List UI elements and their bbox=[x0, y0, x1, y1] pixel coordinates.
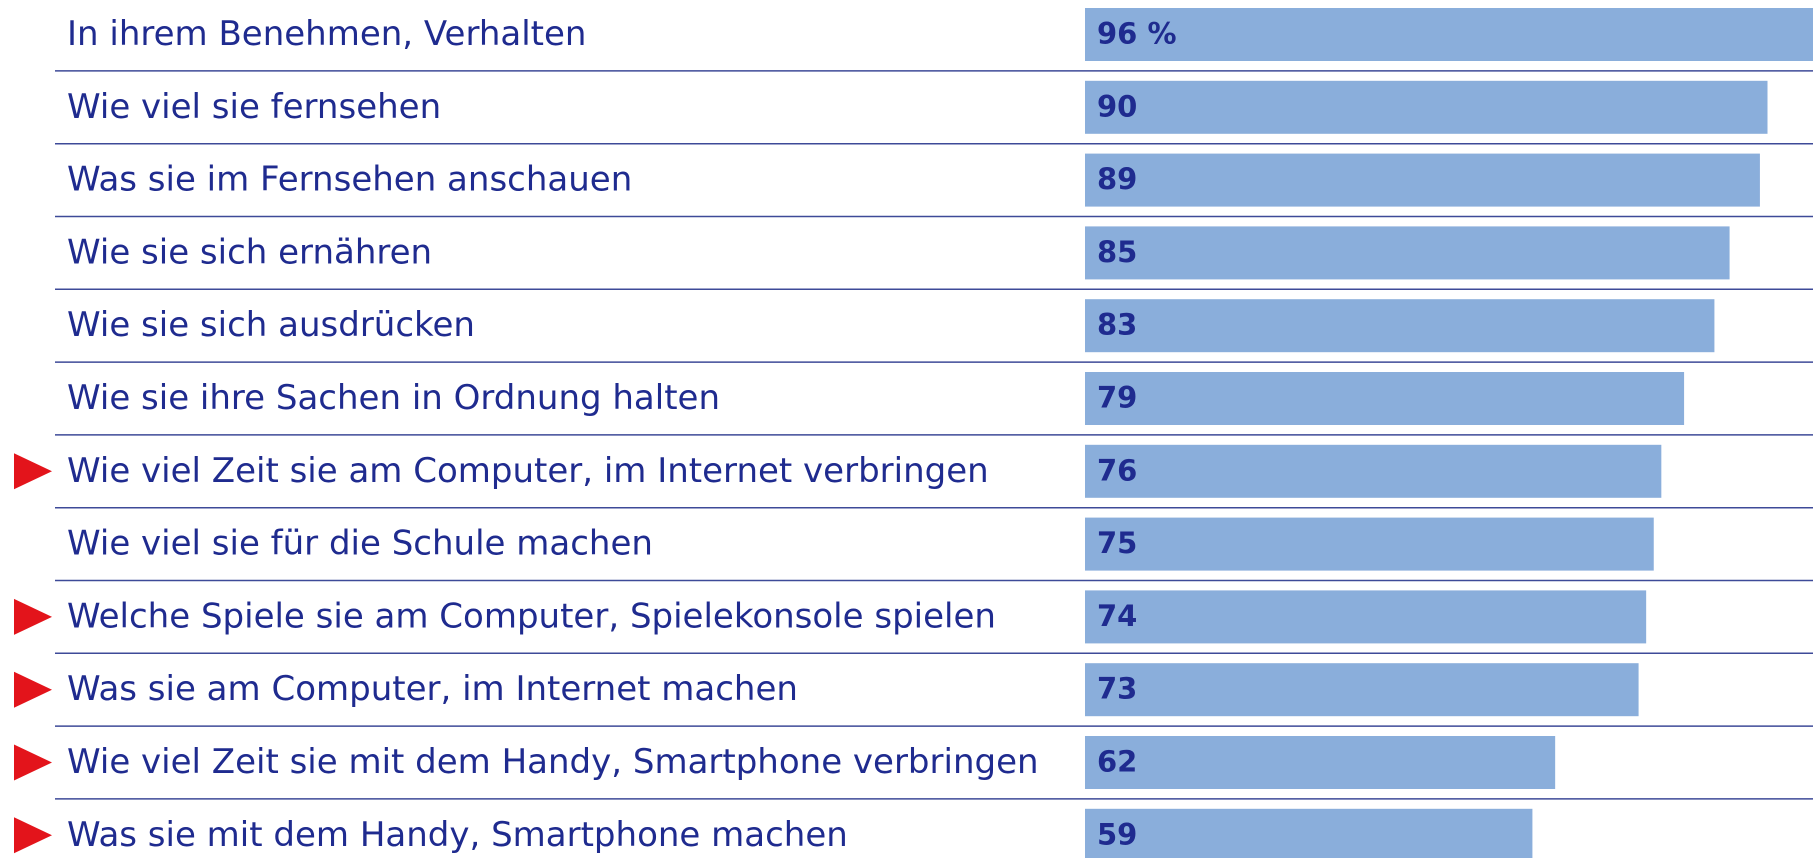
bar bbox=[1085, 663, 1639, 717]
bar bbox=[1085, 299, 1715, 353]
bar bbox=[1085, 444, 1662, 498]
category-label: In ihrem Benehmen, Verhalten bbox=[67, 14, 586, 54]
category-label: Wie viel Zeit sie mit dem Handy, Smartph… bbox=[67, 742, 1039, 782]
bar bbox=[1085, 808, 1533, 858]
category-label: Was sie im Fernsehen anschauen bbox=[67, 160, 632, 200]
value-label: 83 bbox=[1097, 308, 1137, 342]
highlight-arrow bbox=[14, 744, 52, 781]
bar bbox=[1085, 80, 1768, 134]
category-label: Welche Spiele sie am Computer, Spielekon… bbox=[67, 596, 996, 636]
category-label: Was sie mit dem Handy, Smartphone machen bbox=[67, 815, 848, 855]
value-label: 85 bbox=[1097, 235, 1137, 269]
bar bbox=[1085, 8, 1813, 61]
category-label: Wie sie sich ernähren bbox=[67, 232, 432, 272]
highlight-arrow bbox=[14, 453, 52, 490]
value-label: 59 bbox=[1097, 817, 1137, 851]
value-label: 75 bbox=[1097, 526, 1137, 560]
value-label: 73 bbox=[1097, 672, 1137, 706]
bar bbox=[1085, 226, 1730, 280]
bar bbox=[1085, 153, 1760, 207]
category-label: Wie viel sie für die Schule machen bbox=[67, 524, 653, 564]
category-label: Wie viel sie fernsehen bbox=[67, 87, 441, 127]
category-label: Wie sie sich ausdrücken bbox=[67, 305, 475, 345]
value-label: 79 bbox=[1097, 381, 1137, 415]
value-label: 96 % bbox=[1097, 17, 1177, 51]
value-label: 89 bbox=[1097, 162, 1137, 196]
highlight-arrow bbox=[14, 598, 52, 635]
value-label: 74 bbox=[1097, 599, 1137, 633]
category-label: Wie sie ihre Sachen in Ordnung halten bbox=[67, 378, 720, 418]
bar bbox=[1085, 372, 1685, 425]
category-label: Was sie am Computer, im Internet machen bbox=[67, 669, 798, 709]
bar bbox=[1085, 590, 1647, 644]
bar bbox=[1085, 517, 1654, 571]
bar bbox=[1085, 736, 1556, 789]
value-label: 76 bbox=[1097, 453, 1137, 487]
value-label: 62 bbox=[1097, 745, 1137, 779]
highlight-arrow bbox=[14, 817, 52, 854]
highlight-arrow bbox=[14, 671, 52, 708]
value-label: 90 bbox=[1097, 89, 1137, 123]
category-label: Wie viel Zeit sie am Computer, im Intern… bbox=[67, 451, 989, 491]
